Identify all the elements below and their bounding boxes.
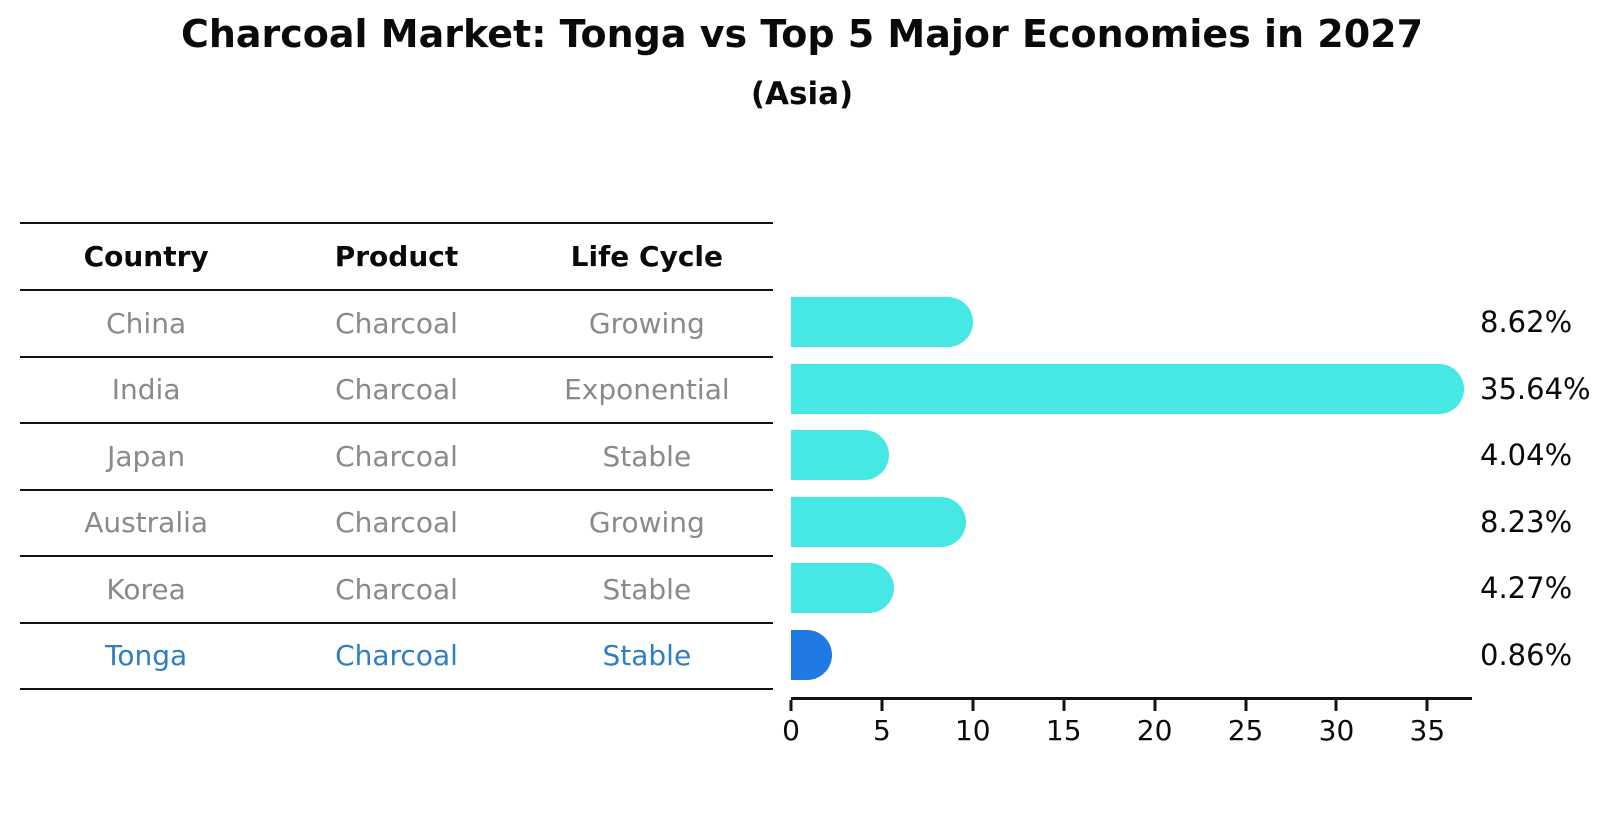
bar-korea: [791, 563, 894, 614]
x-tick-label: 30: [1318, 714, 1355, 747]
table-row-japan: Japan Charcoal Stable: [20, 424, 773, 491]
table-row-australia: Australia Charcoal Growing: [20, 491, 773, 557]
bar-plot-area: [791, 289, 1471, 688]
table-row-india: India Charcoal Exponential: [20, 358, 773, 424]
table-header-row: Country Product Life Cycle: [20, 224, 773, 291]
value-label-china: 8.62%: [1480, 305, 1573, 340]
cell-country: Korea: [106, 572, 186, 606]
bar-australia: [791, 496, 966, 547]
value-label-india: 35.64%: [1480, 371, 1591, 406]
x-tick-label: 20: [1136, 714, 1173, 747]
x-tick-label: 25: [1227, 714, 1264, 747]
chart-subtitle: (Asia): [750, 76, 854, 112]
x-tick-mark: [1153, 700, 1157, 711]
country-table: Country Product Life Cycle China Charcoa…: [20, 222, 773, 690]
cell-life-cycle: Stable: [602, 572, 692, 606]
cell-country: China: [106, 306, 187, 340]
x-tick-mark: [1425, 700, 1429, 711]
table-row-china: China Charcoal Growing: [20, 291, 773, 358]
bar-china: [791, 297, 973, 348]
x-tick-mark: [880, 700, 884, 711]
cell-country: Japan: [107, 439, 186, 473]
chart-title: Charcoal Market: Tonga vs Top 5 Major Ec…: [180, 12, 1424, 56]
cell-country: India: [111, 373, 181, 407]
cell-country: Tonga: [105, 639, 188, 673]
x-tick-mark: [1334, 700, 1338, 711]
cell-life-cycle: Growing: [588, 306, 705, 340]
value-label-tonga: 0.86%: [1480, 637, 1573, 672]
value-label-australia: 8.23%: [1480, 504, 1573, 539]
column-header-product: Product: [334, 240, 459, 273]
column-header-life-cycle: Life Cycle: [570, 240, 724, 273]
x-tick-label: 0: [782, 714, 800, 747]
table-row-korea: Korea Charcoal Stable: [20, 557, 773, 624]
x-tick-mark: [789, 700, 793, 711]
bar-india: [791, 363, 1464, 414]
value-label-japan: 4.04%: [1480, 438, 1573, 473]
bar-tonga: [791, 629, 832, 680]
cell-life-cycle: Growing: [588, 506, 705, 540]
x-axis: 0 5 10 15 20 25 30 35: [782, 697, 1472, 747]
cell-country: Australia: [84, 506, 209, 540]
cell-product: Charcoal: [335, 439, 458, 473]
cell-product: Charcoal: [335, 572, 458, 606]
bar-japan: [791, 430, 890, 481]
x-tick-label: 15: [1045, 714, 1082, 747]
cell-life-cycle: Stable: [602, 439, 692, 473]
cell-life-cycle: Stable: [602, 639, 692, 673]
x-tick-label: 10: [954, 714, 991, 747]
x-tick-mark: [1062, 700, 1066, 711]
cell-product: Charcoal: [335, 373, 458, 407]
x-tick-mark: [1244, 700, 1248, 711]
cell-product: Charcoal: [335, 306, 458, 340]
cell-product: Charcoal: [335, 506, 458, 540]
x-tick-mark: [971, 700, 975, 711]
x-tick-label: 5: [872, 714, 891, 747]
value-labels: 8.62% 35.64% 4.04% 8.23% 4.27% 0.86%: [1480, 289, 1604, 688]
column-header-country: Country: [83, 240, 209, 273]
value-label-korea: 4.27%: [1480, 571, 1573, 606]
table-row-tonga: Tonga Charcoal Stable: [20, 624, 773, 690]
cell-product: Charcoal: [335, 639, 458, 673]
x-tick-label: 35: [1409, 714, 1446, 747]
cell-life-cycle: Exponential: [564, 373, 730, 407]
